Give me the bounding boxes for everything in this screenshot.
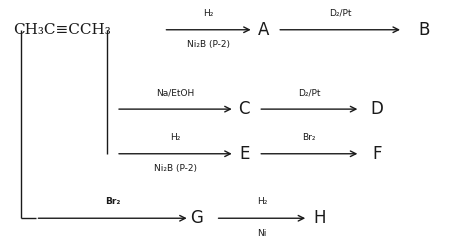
Text: C: C [238, 100, 250, 118]
Text: Br₂: Br₂ [302, 133, 316, 142]
Text: B: B [419, 21, 430, 39]
Text: Ni: Ni [257, 229, 266, 238]
Text: E: E [239, 145, 249, 163]
Text: Ni₂B (P-2): Ni₂B (P-2) [187, 40, 230, 49]
Text: H: H [314, 209, 326, 227]
Text: D₂/Pt: D₂/Pt [329, 9, 351, 18]
Text: F: F [372, 145, 382, 163]
Text: H₂: H₂ [257, 197, 267, 206]
Text: Na/EtOH: Na/EtOH [156, 88, 194, 97]
Text: A: A [257, 21, 269, 39]
Text: Br₂: Br₂ [105, 197, 120, 206]
Text: CH₃C≡CCH₃: CH₃C≡CCH₃ [13, 23, 110, 37]
Text: H₂: H₂ [203, 9, 214, 18]
Text: D₂/Pt: D₂/Pt [298, 88, 320, 97]
Text: D: D [370, 100, 383, 118]
Text: Ni₂B (P-2): Ni₂B (P-2) [154, 164, 197, 173]
Text: G: G [190, 209, 203, 227]
Text: H₂: H₂ [170, 133, 181, 142]
